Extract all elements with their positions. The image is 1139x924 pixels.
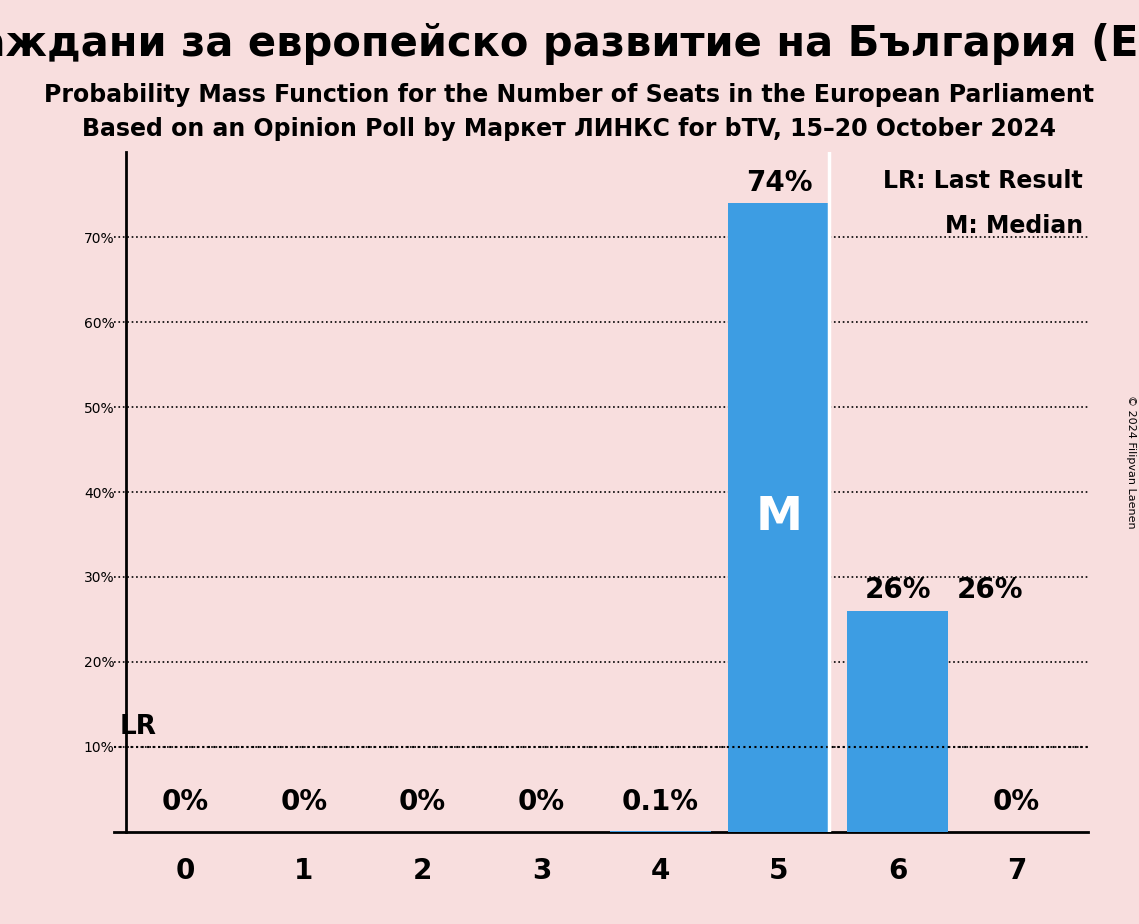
Text: Based on an Opinion Poll by Маркет ЛИНКС for bTV, 15–20 October 2024: Based on an Opinion Poll by Маркет ЛИНКС… (82, 117, 1057, 141)
Text: Граждани за европейско развитие на България (EPP): Граждани за европейско развитие на Бълга… (0, 23, 1139, 65)
Text: 0.1%: 0.1% (622, 788, 698, 816)
Text: 0%: 0% (399, 788, 446, 816)
Text: Probability Mass Function for the Number of Seats in the European Parliament: Probability Mass Function for the Number… (44, 83, 1095, 107)
Text: 26%: 26% (957, 576, 1024, 604)
Bar (729, 203, 829, 832)
Text: 0%: 0% (280, 788, 328, 816)
Text: © 2024 Filipvan Laenen: © 2024 Filipvan Laenen (1126, 395, 1136, 529)
Text: M: Median: M: Median (944, 213, 1083, 237)
Text: LR: LR (120, 714, 157, 740)
Text: 74%: 74% (746, 168, 812, 197)
Text: 26%: 26% (865, 576, 931, 604)
Text: LR: Last Result: LR: Last Result (883, 169, 1083, 193)
Bar (847, 611, 948, 832)
Text: 0%: 0% (518, 788, 565, 816)
Text: 0%: 0% (993, 788, 1040, 816)
Text: 0%: 0% (162, 788, 208, 816)
Text: M: M (755, 495, 803, 540)
